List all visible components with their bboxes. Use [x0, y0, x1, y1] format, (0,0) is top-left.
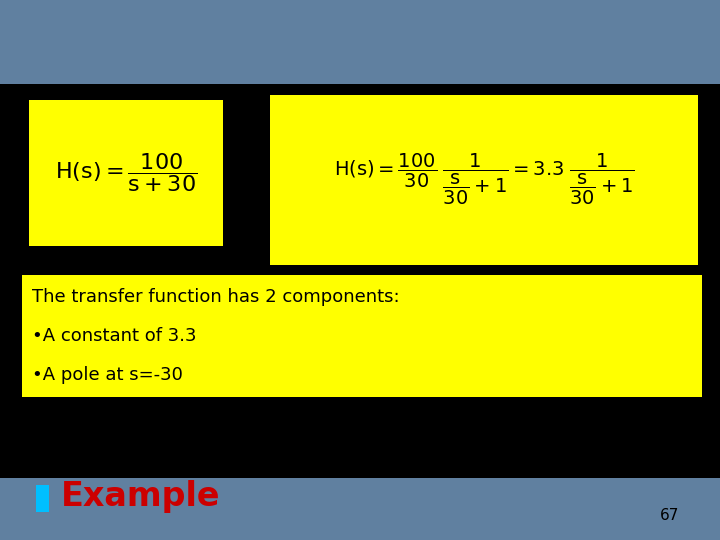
Text: $\mathsf{H(s) = \dfrac{100}{s + 30}}$: $\mathsf{H(s) = \dfrac{100}{s + 30}}$	[55, 151, 197, 194]
Text: The transfer function has 2 components:: The transfer function has 2 components:	[32, 288, 400, 306]
Text: $\mathsf{H(s) = \dfrac{100}{30}\;\dfrac{1}{\dfrac{s}{30}+1} = 3.3\;\dfrac{1}{\df: $\mathsf{H(s) = \dfrac{100}{30}\;\dfrac{…	[334, 152, 634, 207]
Text: •A constant of 3.3: •A constant of 3.3	[32, 327, 197, 345]
Text: 67: 67	[660, 508, 679, 523]
Text: Example: Example	[61, 480, 221, 513]
Text: •A pole at s=-30: •A pole at s=-30	[32, 366, 184, 384]
